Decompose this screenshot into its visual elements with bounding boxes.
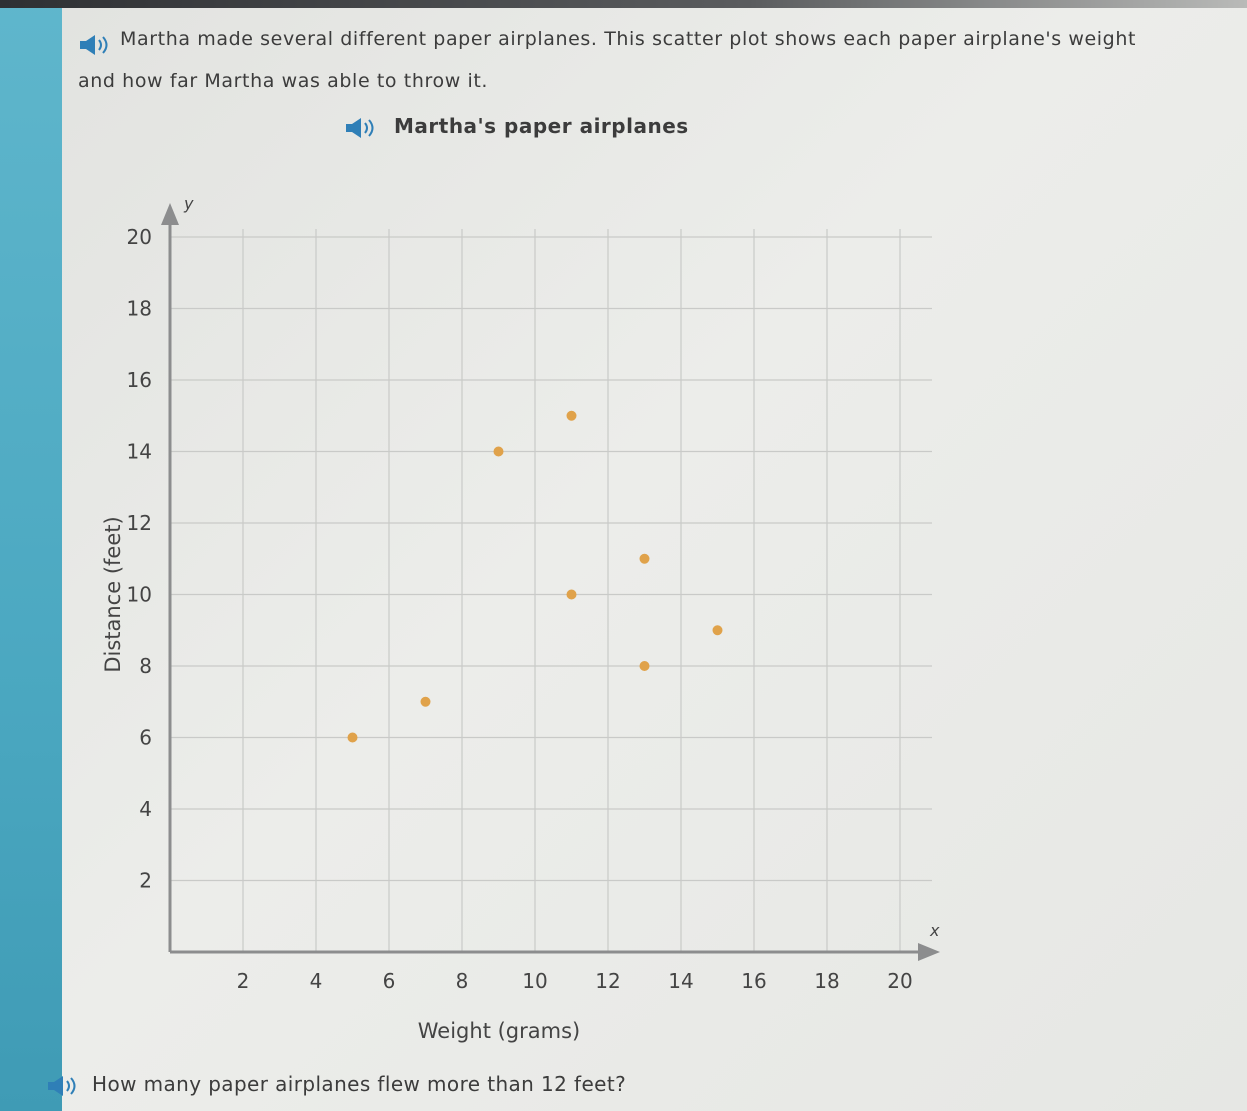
chart-title: Martha's paper airplanes — [344, 114, 689, 139]
y-tick-label: 4 — [139, 797, 152, 821]
prompt: Martha made several different paper airp… — [78, 18, 1138, 102]
chart-title-text: Martha's paper airplanes — [394, 114, 689, 138]
x-tick-label: 18 — [814, 969, 839, 993]
y-axis-letter: y — [183, 194, 194, 213]
y-tick-label: 12 — [127, 511, 152, 535]
x-tick-label: 16 — [741, 969, 766, 993]
data-point — [420, 696, 431, 707]
x-tick-label: 10 — [522, 969, 547, 993]
speaker-icon[interactable] — [46, 1075, 82, 1097]
y-tick-label: 6 — [139, 726, 152, 750]
left-edge-strip — [0, 0, 62, 1111]
top-edge — [0, 0, 1247, 8]
y-tick-label: 10 — [127, 583, 152, 607]
data-point — [566, 589, 577, 600]
x-axis-arrow-icon — [918, 943, 940, 961]
speaker-icon[interactable] — [344, 117, 380, 139]
y-tick-label: 16 — [127, 368, 152, 392]
data-point — [639, 553, 650, 564]
y-tick-label: 2 — [139, 869, 152, 893]
y-axis-arrow-icon — [161, 203, 179, 225]
x-tick-label: 2 — [237, 969, 250, 993]
data-point — [639, 661, 650, 671]
x-axis-letter: x — [929, 921, 940, 940]
data-point — [493, 446, 504, 457]
y-tick-label: 14 — [127, 440, 152, 464]
x-tick-label: 20 — [887, 969, 912, 993]
question: How many paper airplanes flew more than … — [46, 1072, 626, 1097]
y-tick-label: 18 — [127, 297, 152, 321]
question-text: How many paper airplanes flew more than … — [92, 1072, 627, 1096]
data-point — [566, 410, 577, 421]
x-tick-label: 4 — [310, 969, 323, 993]
question-panel — [62, 8, 1247, 1111]
y-tick-label: 8 — [139, 654, 152, 678]
y-axis-title: Distance (feet) — [101, 516, 125, 672]
x-tick-label: 6 — [383, 969, 396, 993]
x-tick-label: 12 — [595, 969, 620, 993]
x-tick-label: 14 — [668, 969, 693, 993]
data-point — [712, 625, 723, 636]
scatter-plot: x y 2 4 6 8 10 12 14 16 18 20 2 4 6 8 10 12 14 16 18 20 Weight… — [101, 194, 940, 1043]
x-tick-label: 8 — [456, 969, 469, 993]
prompt-text: Martha made several different paper airp… — [78, 28, 1137, 92]
speaker-icon[interactable] — [78, 29, 114, 55]
x-axis-title: Weight (grams) — [418, 1019, 580, 1043]
y-tick-label: 20 — [127, 225, 152, 249]
data-point — [347, 732, 358, 743]
